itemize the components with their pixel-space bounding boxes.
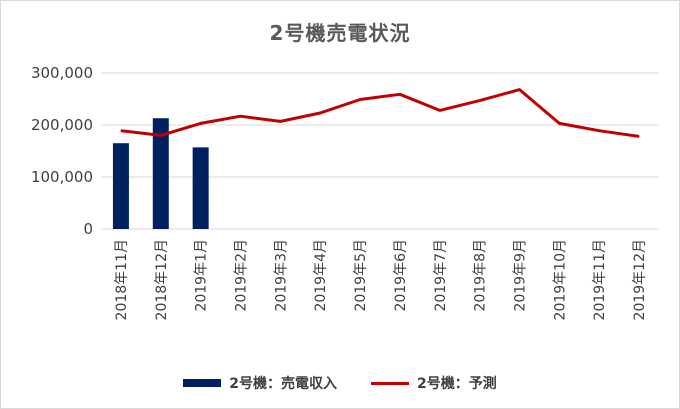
line-point bbox=[558, 122, 560, 124]
line-point bbox=[638, 135, 640, 137]
bar bbox=[112, 143, 129, 229]
legend-item-line: 2号機：予測 bbox=[371, 373, 497, 393]
x-tick-label: 2019年3月 bbox=[273, 239, 289, 312]
legend-item-bar: 2号機：売電収入 bbox=[183, 373, 337, 393]
legend-label-line: 2号機：予測 bbox=[417, 376, 497, 392]
chart-title: 2号機売電状況 bbox=[269, 21, 411, 45]
line-point bbox=[439, 109, 441, 111]
line-point bbox=[319, 112, 321, 114]
x-tick-label: 2019年7月 bbox=[433, 239, 449, 312]
line-point bbox=[200, 122, 202, 124]
x-tick-label: 2019年10月 bbox=[552, 239, 568, 320]
line-point bbox=[479, 100, 481, 102]
bar bbox=[192, 147, 209, 229]
legend-swatch-line bbox=[371, 381, 409, 385]
y-tick-label: 100,000 bbox=[31, 168, 93, 186]
y-tick-label: 300,000 bbox=[31, 64, 93, 82]
series-line bbox=[120, 88, 640, 138]
line-point bbox=[120, 130, 122, 132]
x-tick-label: 2019年12月 bbox=[632, 239, 648, 320]
x-tick-label: 2019年6月 bbox=[393, 239, 409, 312]
legend-label-bar: 2号機：売電収入 bbox=[229, 376, 337, 392]
x-tick-label: 2019年9月 bbox=[513, 239, 529, 312]
x-tick-label: 2019年2月 bbox=[234, 239, 250, 312]
line-point bbox=[399, 93, 401, 95]
line-point bbox=[240, 115, 241, 117]
x-tick-label: 2019年5月 bbox=[353, 239, 369, 312]
line-point bbox=[279, 120, 281, 122]
x-tick-label: 2019年8月 bbox=[473, 239, 489, 312]
x-tick-label: 2018年12月 bbox=[154, 239, 170, 320]
line-point bbox=[160, 134, 162, 136]
y-tick-label: 200,000 bbox=[31, 116, 93, 134]
chart-legend: 2号機：売電収入 2号機：予測 bbox=[1, 373, 679, 393]
x-tick-label: 2018年11月 bbox=[114, 239, 130, 320]
bar bbox=[152, 118, 169, 229]
y-tick-label: 0 bbox=[83, 220, 93, 238]
x-tick-label: 2019年4月 bbox=[313, 239, 329, 312]
legend-swatch-bar bbox=[183, 379, 222, 387]
line-point bbox=[359, 99, 361, 101]
line-point bbox=[598, 130, 600, 132]
x-tick-label: 2019年11月 bbox=[592, 239, 608, 320]
x-tick-label: 2019年1月 bbox=[194, 239, 210, 312]
line-point bbox=[519, 89, 520, 91]
